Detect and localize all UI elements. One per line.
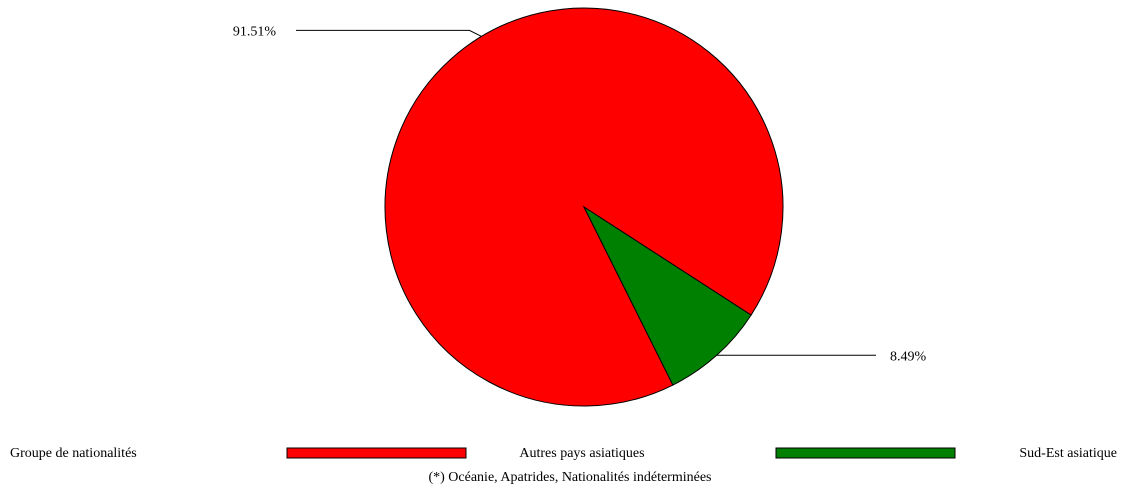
pie-slice-sud-est-asiatique bbox=[582, 205, 752, 386]
legend-swatch-autres-pays-asiatiques bbox=[286, 447, 467, 459]
legend-swatch-sud-est-asiatique bbox=[775, 447, 956, 459]
data-label-sud-est-asiatique: 8.49% bbox=[890, 349, 927, 364]
data-label-autres-pays-asiatiques: 91.51% bbox=[233, 24, 277, 39]
legend-label-autres-pays-asiatiques: Autres pays asiatiques bbox=[519, 446, 644, 461]
slice-data-labels: 91.51% 8.49% bbox=[233, 24, 927, 364]
legend-title: Groupe de nationalités bbox=[10, 446, 137, 461]
legend-label-sud-est-asiatique: Sud-Est asiatique bbox=[1019, 446, 1117, 461]
slice-leader-lines bbox=[296, 29, 876, 356]
legend: Groupe de nationalités Autres pays asiat… bbox=[10, 446, 1117, 485]
footnote: (*) Océanie, Apatrides, Nationalités ind… bbox=[428, 470, 711, 485]
leader-line-autres-pays-asiatiques bbox=[296, 29, 482, 37]
pie-slices bbox=[384, 7, 784, 407]
